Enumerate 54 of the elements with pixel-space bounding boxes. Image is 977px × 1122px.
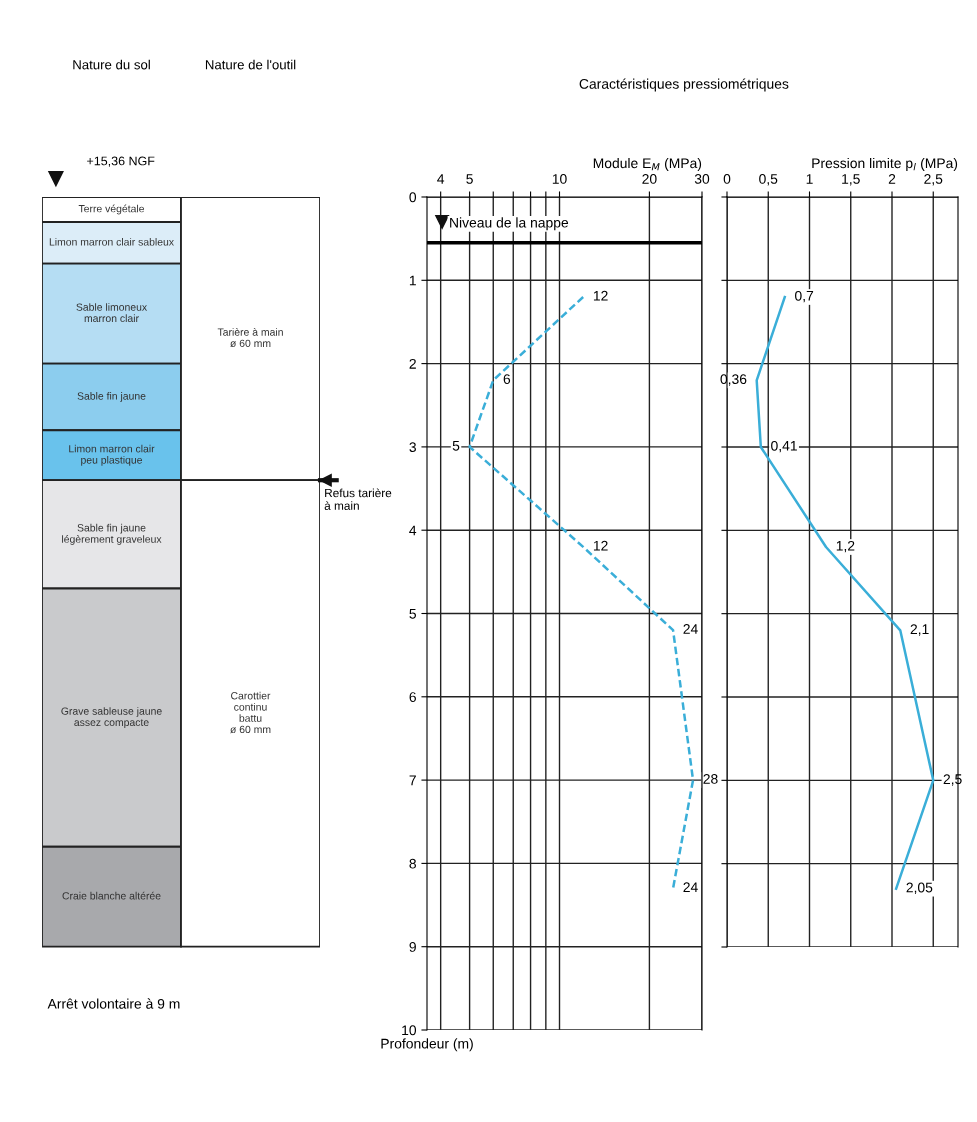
- y-tick-label: 7: [409, 775, 416, 786]
- x-tick-label: 0: [723, 174, 731, 184]
- y-tick-label: 6: [409, 692, 416, 702]
- series-label: Tarière à main ø 60 mm: [217, 328, 283, 348]
- data-label: 5: [452, 440, 460, 451]
- annotation: Arrêt volontaire à 9 m: [47, 998, 180, 1009]
- x-tick-label: 20: [642, 174, 657, 184]
- chart-title: Caractéristiques pressiométriques: [579, 78, 789, 92]
- data-label: 2,1: [910, 624, 929, 636]
- data-label: 1,2: [836, 540, 855, 553]
- y-axis-title: Profondeur (m): [381, 1038, 473, 1052]
- series-label: Craie blanche altérée: [62, 891, 161, 900]
- y-tick-label: 3: [409, 442, 416, 453]
- y-tick-label: 10: [402, 1025, 417, 1036]
- series-label: Sable limoneux marron clair: [76, 303, 147, 323]
- x-tick-label: 10: [552, 174, 567, 184]
- y-tick-label: 1: [409, 275, 416, 286]
- x-tick-label: 2,5: [924, 174, 943, 186]
- data-label: 24: [683, 882, 698, 892]
- x-tick-label: 5: [466, 174, 473, 184]
- x-axis-title: Module E$_{M}$ (MPa): [593, 157, 702, 171]
- data-label: 0,41: [771, 440, 797, 453]
- x-tick-label: 1: [806, 174, 813, 184]
- data-label: 12: [593, 290, 608, 301]
- x-axis-title: Pression limite p$_{l}$ (MPa): [812, 157, 958, 171]
- y-tick-label: 8: [409, 858, 416, 869]
- series-label: Sable fin jaune: [77, 392, 146, 402]
- x-tick-label: Nature de l'outil: [205, 59, 296, 70]
- data-label: 2,05: [906, 882, 933, 895]
- series-label: Carottier continu battu ø 60 mm: [230, 691, 271, 734]
- data-label: 28: [703, 773, 718, 784]
- text: +15,36 NGF: [87, 156, 155, 167]
- data-label: 6: [503, 374, 511, 384]
- y-tick-label: 4: [409, 525, 417, 536]
- x-tick-label: 2: [888, 174, 896, 184]
- series-label: Terre végétale: [78, 204, 145, 215]
- y-tick-label: 0: [409, 192, 417, 203]
- ref-line-label: Niveau de la nappe: [450, 217, 569, 231]
- y-tick-label: 5: [409, 608, 416, 619]
- y-tick-label: 2: [409, 358, 416, 369]
- data-label: 12: [593, 540, 608, 551]
- series-label: Limon marron clair sableux: [49, 237, 174, 246]
- x-tick-label: 4: [437, 174, 445, 184]
- x-tick-label: 1,5: [842, 174, 860, 186]
- series-label: Grave sableuse jaune assez compacte: [61, 707, 162, 729]
- series-label: Sable fin jaune légèrement graveleux: [62, 523, 162, 545]
- data-label: 0,7: [795, 290, 814, 303]
- text: Refus tarière à main: [324, 488, 392, 510]
- y-tick-label: 9: [409, 942, 416, 952]
- data-label: 24: [683, 624, 698, 634]
- series-label: Limon marron clair peu plastique: [69, 444, 155, 466]
- x-tick-label: 0,5: [759, 174, 778, 186]
- x-tick-label: Nature du sol: [73, 59, 150, 70]
- x-tick-label: 30: [694, 174, 710, 184]
